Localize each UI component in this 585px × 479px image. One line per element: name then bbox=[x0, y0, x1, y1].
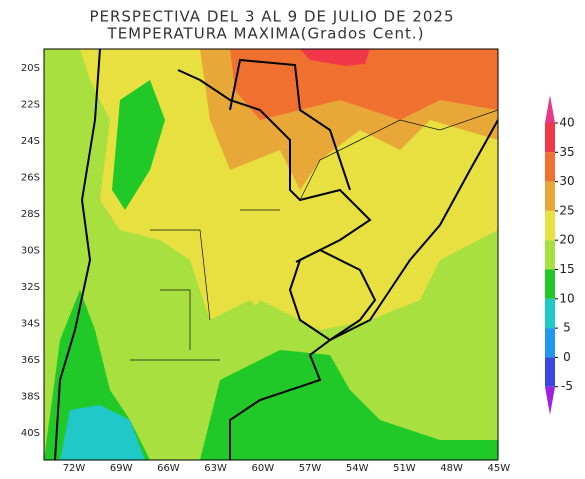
lat-label: 20S bbox=[21, 63, 40, 74]
lat-label: 38S bbox=[21, 392, 40, 403]
lat-label: 34S bbox=[21, 319, 40, 330]
colorbar-label: 5 bbox=[563, 321, 571, 335]
colorbar-segment bbox=[545, 357, 555, 387]
map bbox=[43, 48, 499, 461]
title: PERSPECTIVA DEL 3 AL 9 DE JULIO DE 2025 bbox=[89, 8, 454, 26]
lon-label: 54W bbox=[346, 463, 369, 474]
colorbar-label: 15 bbox=[559, 262, 574, 276]
colorbar-segment bbox=[545, 152, 555, 182]
lon-label: 72W bbox=[63, 463, 86, 474]
colorbar-label: 0 bbox=[563, 350, 571, 364]
lon-label: 60W bbox=[251, 463, 274, 474]
lon-label: 66W bbox=[157, 463, 180, 474]
lat-label: 28S bbox=[21, 209, 40, 220]
colorbar-label: 25 bbox=[559, 203, 574, 217]
colorbar-segment bbox=[545, 298, 555, 329]
subtitle: TEMPERATURA MAXIMA(Grados Cent.) bbox=[107, 25, 425, 43]
colorbar-label: 20 bbox=[559, 233, 574, 247]
lon-label: 63W bbox=[204, 463, 227, 474]
colorbar-segment bbox=[545, 240, 555, 270]
lat-label: 32S bbox=[21, 282, 40, 293]
colorbar-label: 10 bbox=[559, 291, 574, 305]
lon-label: 69W bbox=[110, 463, 133, 474]
lon-label: 51W bbox=[393, 463, 416, 474]
lat-label: 26S bbox=[21, 173, 40, 184]
colorbar-segment bbox=[545, 210, 555, 241]
colorbar-label: 35 bbox=[559, 145, 574, 159]
colorbar-segment bbox=[545, 123, 555, 153]
colorbar-segment bbox=[545, 269, 555, 299]
lat-label: 36S bbox=[21, 355, 40, 366]
lat-label: 24S bbox=[21, 136, 40, 147]
colorbar-segment bbox=[545, 181, 555, 211]
lon-label: 57W bbox=[299, 463, 322, 474]
lat-label: 40S bbox=[21, 428, 40, 439]
colorbar-label: 30 bbox=[559, 174, 574, 188]
lat-label: 30S bbox=[21, 246, 40, 257]
lon-label: 48W bbox=[440, 463, 463, 474]
colorbar-cap bbox=[545, 95, 555, 123]
colorbar-segment bbox=[545, 328, 555, 358]
lon-label: 45W bbox=[487, 463, 510, 474]
lat-label: 22S bbox=[21, 100, 40, 111]
colorbar-label: -5 bbox=[561, 379, 573, 393]
colorbar-label: 40 bbox=[559, 116, 574, 130]
colorbar-cap bbox=[545, 386, 555, 415]
